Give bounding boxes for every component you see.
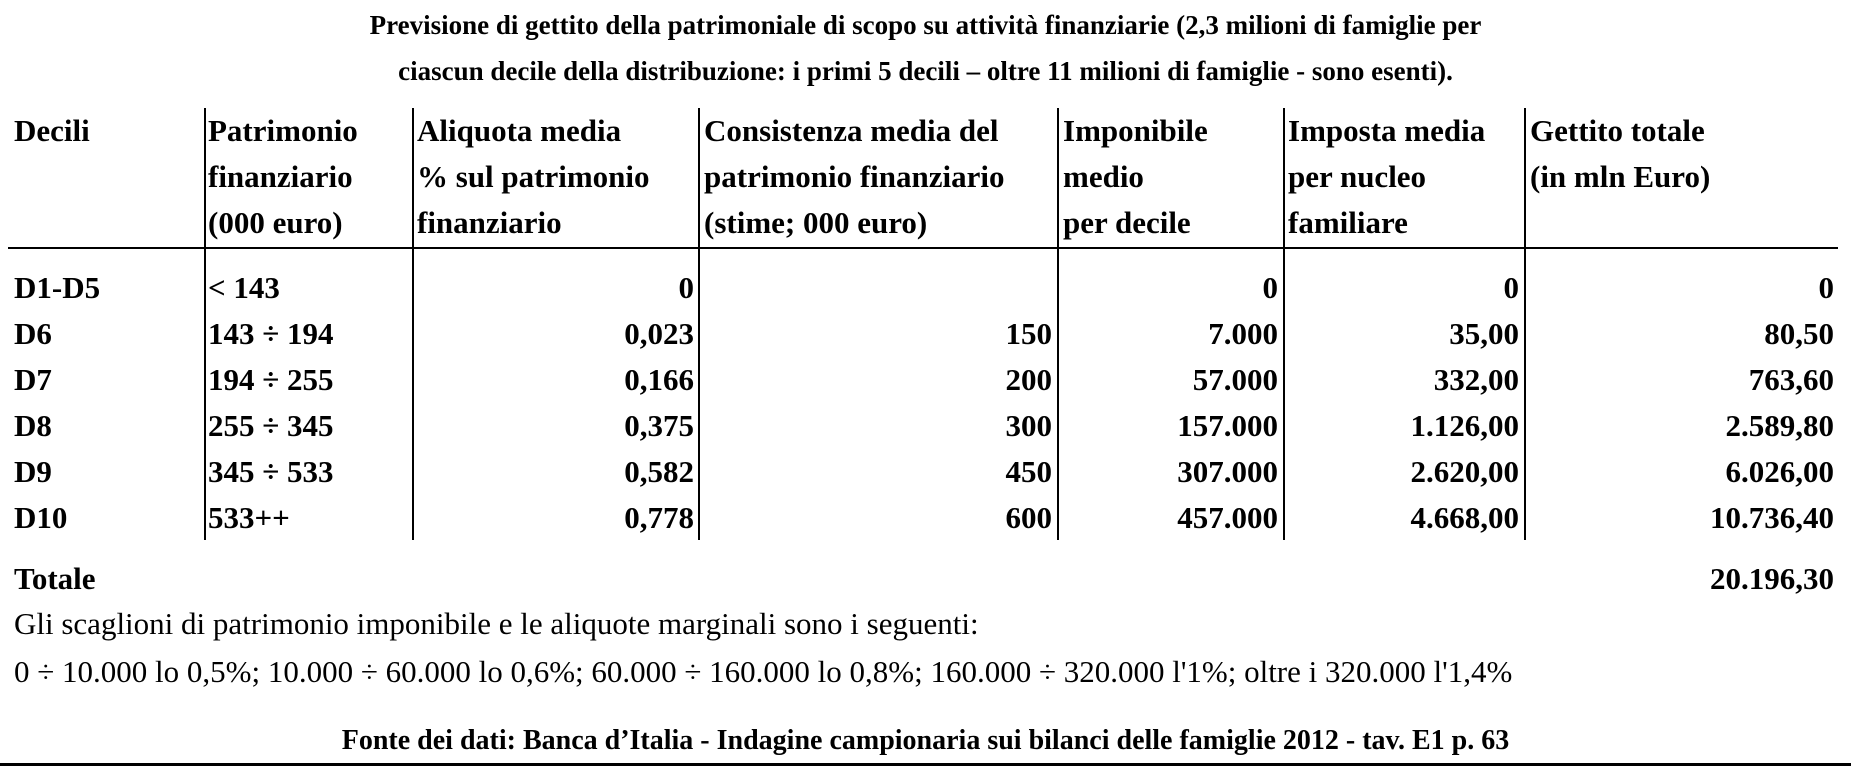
table-cell: 450 xyxy=(1005,454,1053,489)
title-line-1: Previsione di gettito della patrimoniale… xyxy=(369,10,1482,40)
column-header-line: (stime; 000 euro) xyxy=(704,205,928,240)
column-header-line: Gettito totale xyxy=(1530,113,1705,148)
table-cell: 10.736,40 xyxy=(1710,500,1834,535)
column-separator xyxy=(698,108,700,540)
table-cell: 7.000 xyxy=(1208,316,1278,351)
table-row: D8 255 ÷ 345 0,375 300 157.000 1.126,00 2.589,… xyxy=(0,403,1851,449)
table-cell: 255 ÷ 345 xyxy=(208,408,334,443)
table-cell: 200 xyxy=(1005,362,1053,397)
table-cell: 0,166 xyxy=(624,362,694,397)
total-value: 20.196,30 xyxy=(1710,561,1834,596)
table-cell: D10 xyxy=(14,500,68,535)
table-cell: D9 xyxy=(14,454,52,489)
title-line-2: ciascun decile della distribuzione: i pr… xyxy=(398,56,1453,86)
column-header-line: Imposta media xyxy=(1288,113,1486,148)
column-header-line: patrimonio finanziario xyxy=(704,159,1005,194)
table-cell: 150 xyxy=(1005,316,1053,351)
column-separator xyxy=(412,108,414,540)
table-cell: 332,00 xyxy=(1433,362,1519,397)
table-row: D6 143 ÷ 194 0,023 150 7.000 35,00 80,50 xyxy=(0,311,1851,357)
table-cell: 0,778 xyxy=(624,500,694,535)
table-cell: 0,582 xyxy=(624,454,694,489)
column-header: Patrimonio finanziario (000 euro) xyxy=(208,108,358,246)
note-line-1: Gli scaglioni di patrimonio imponibile e… xyxy=(14,606,979,641)
column-header-line: Patrimonio xyxy=(208,113,358,148)
table-cell: 0 xyxy=(1818,270,1835,305)
table-row: D9 345 ÷ 533 0,582 450 307.000 2.620,00 6.026,… xyxy=(0,449,1851,495)
table-cell: 57.000 xyxy=(1192,362,1278,397)
table-cell: 600 xyxy=(1005,500,1053,535)
table-cell: D8 xyxy=(14,408,52,443)
table-cell: 345 ÷ 533 xyxy=(208,454,334,489)
column-header: Aliquota media % sul patrimonio finanziari… xyxy=(417,108,650,246)
table-cell: 80,50 xyxy=(1764,316,1834,351)
table-cell: 0 xyxy=(678,270,695,305)
table-row: D1-D5 < 143 0 0 0 0 xyxy=(0,265,1851,311)
table-cell: 457.000 xyxy=(1177,500,1278,535)
column-header-line: (in mln Euro) xyxy=(1530,159,1711,194)
table-cell: D6 xyxy=(14,316,52,351)
column-separator xyxy=(204,108,206,540)
table-cell: 6.026,00 xyxy=(1725,454,1835,489)
header-divider xyxy=(8,247,1838,249)
column-header-line: Decili xyxy=(14,113,90,148)
column-header: Imponibile medio per decile xyxy=(1063,108,1208,246)
table-cell: 4.668,00 xyxy=(1410,500,1520,535)
table-cell: 0,375 xyxy=(624,408,694,443)
column-header-line: Imponibile xyxy=(1063,113,1208,148)
table-cell: 1.126,00 xyxy=(1410,408,1520,443)
table-cell: 2.620,00 xyxy=(1410,454,1520,489)
column-header-line: finanziario xyxy=(208,159,353,194)
column-header-line: (000 euro) xyxy=(208,205,343,240)
column-header-line: % sul patrimonio xyxy=(417,159,650,194)
column-header-line: Aliquota media xyxy=(417,113,622,148)
table-cell: D7 xyxy=(14,362,52,397)
column-header-line: per nucleo xyxy=(1288,159,1427,194)
column-header: Imposta media per nucleo familiare xyxy=(1288,108,1485,246)
note-line-2: 0 ÷ 10.000 lo 0,5%; 10.000 ÷ 60.000 lo 0… xyxy=(14,654,1513,689)
data-source: Fonte dei dati: Banca d’Italia - Indagin… xyxy=(341,725,1510,756)
table-cell: 2.589,80 xyxy=(1725,408,1835,443)
table-cell: 194 ÷ 255 xyxy=(208,362,334,397)
table-cell: D1-D5 xyxy=(14,270,101,305)
bottom-rule xyxy=(0,763,1851,766)
column-header-line: Consistenza media del xyxy=(704,113,999,148)
table-cell: 300 xyxy=(1005,408,1053,443)
table-cell: 143 ÷ 194 xyxy=(208,316,334,351)
table-cell: 307.000 xyxy=(1177,454,1278,489)
table-row: D10 533++ 0,778 600 457.000 4.668,00 10.736,40 xyxy=(0,495,1851,541)
column-header-line: familiare xyxy=(1288,205,1408,240)
column-header: Gettito totale (in mln Euro) xyxy=(1530,108,1710,200)
column-header-line: finanziario xyxy=(417,205,562,240)
column-header-line: per decile xyxy=(1063,205,1191,240)
table-cell: 0 xyxy=(1503,270,1520,305)
table-cell: 35,00 xyxy=(1449,316,1519,351)
column-separator xyxy=(1524,108,1526,540)
column-separator xyxy=(1057,108,1059,540)
table-cell: 157.000 xyxy=(1177,408,1278,443)
table-row: D7 194 ÷ 255 0,166 200 57.000 332,00 763,60 xyxy=(0,357,1851,403)
table-cell: 0,023 xyxy=(624,316,694,351)
column-header: Consistenza media del patrimonio finanzia… xyxy=(704,108,1005,246)
table-cell: 533++ xyxy=(208,500,290,535)
table-cell: 763,60 xyxy=(1748,362,1834,397)
column-header: Decili xyxy=(14,108,90,154)
total-label: Totale xyxy=(14,561,96,596)
table-cell: 0 xyxy=(1262,270,1279,305)
column-separator xyxy=(1283,108,1285,540)
column-header-line: medio xyxy=(1063,159,1144,194)
table-cell: < 143 xyxy=(208,270,280,305)
